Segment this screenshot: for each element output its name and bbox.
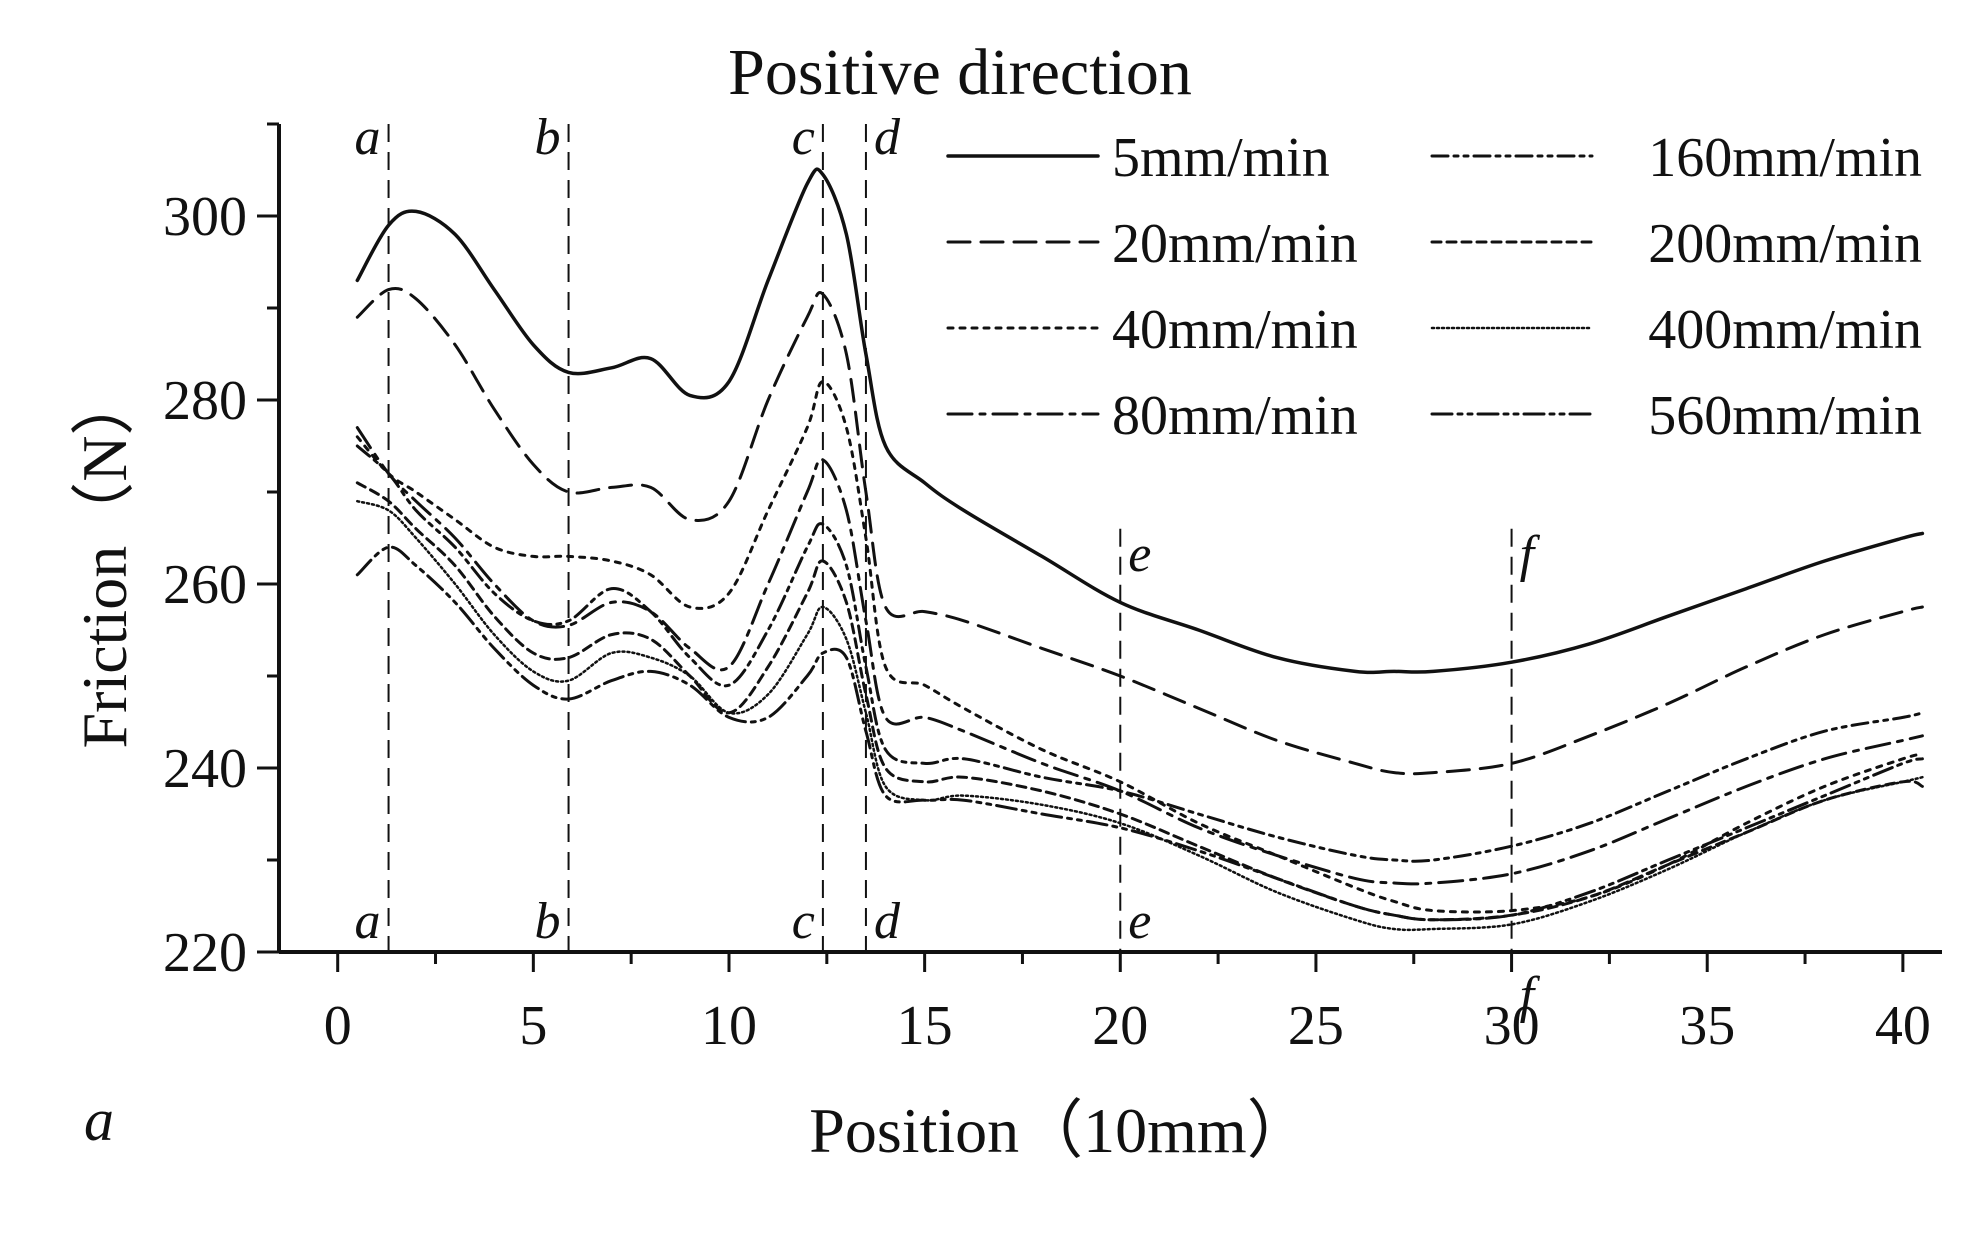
legend-label-7: 400mm/min <box>1648 299 1922 361</box>
y-tick-label: 280 <box>163 370 247 432</box>
series-line-2 <box>355 286 1924 776</box>
marker-label-bottom-a: a <box>355 893 381 950</box>
marker-label-top-a: a <box>355 109 381 166</box>
marker-label-bottom-e: e <box>1128 893 1151 950</box>
series-line-3 <box>355 380 1924 914</box>
chart-legend: 5mm/min 20mm/min 40mm/min 80mm/min 160mm/min… <box>946 127 1922 447</box>
legend-label-3: 40mm/min <box>1112 299 1358 361</box>
marker-label-bottom-c: c <box>792 893 815 950</box>
legend-label-1: 5mm/min <box>1112 127 1330 189</box>
y-tick-label: 240 <box>163 738 247 800</box>
x-tick-label: 10 <box>701 995 757 1057</box>
marker-label-top-c: c <box>792 109 815 166</box>
x-tick-label: 25 <box>1288 995 1344 1057</box>
marker-label-bottom-b: b <box>535 893 561 950</box>
panel-label: a <box>84 1087 114 1153</box>
x-tick-label: 15 <box>897 995 953 1057</box>
x-tick-label: 20 <box>1092 995 1148 1057</box>
series-line-8 <box>355 545 1924 922</box>
y-axis-title: Friction（N） <box>69 372 140 749</box>
series-line-5 <box>355 444 1924 863</box>
x-tick-label: 30 <box>1484 995 1540 1057</box>
legend-label-5: 160mm/min <box>1648 127 1922 189</box>
x-tick-label: 0 <box>324 995 352 1057</box>
x-axis-title: Position（10mm） <box>809 1095 1310 1166</box>
axis-ticks: 0 5 10 15 20 25 30 35 40 220 240 260 280 300 <box>163 122 1931 1057</box>
legend-label-4: 80mm/min <box>1112 385 1358 447</box>
x-tick-label: 40 <box>1875 995 1931 1057</box>
marker-label-top-e: e <box>1128 526 1151 583</box>
series-line-6 <box>355 481 1924 922</box>
y-tick-label: 300 <box>163 186 247 248</box>
series-line-4 <box>355 426 1924 886</box>
series-lines <box>355 167 1925 932</box>
legend-label-6: 200mm/min <box>1648 213 1922 275</box>
x-tick-label: 5 <box>519 995 547 1057</box>
chart-title: Positive direction <box>728 36 1192 109</box>
legend-label-2: 20mm/min <box>1112 213 1358 275</box>
marker-label-bottom-d: d <box>874 893 901 950</box>
marker-label-top-b: b <box>535 109 561 166</box>
y-tick-label: 220 <box>163 922 247 984</box>
x-tick-label: 35 <box>1679 995 1735 1057</box>
series-line-1 <box>355 167 1925 675</box>
y-tick-label: 260 <box>163 554 247 616</box>
legend-label-8: 560mm/min <box>1648 385 1922 447</box>
marker-label-top-d: d <box>874 109 901 166</box>
